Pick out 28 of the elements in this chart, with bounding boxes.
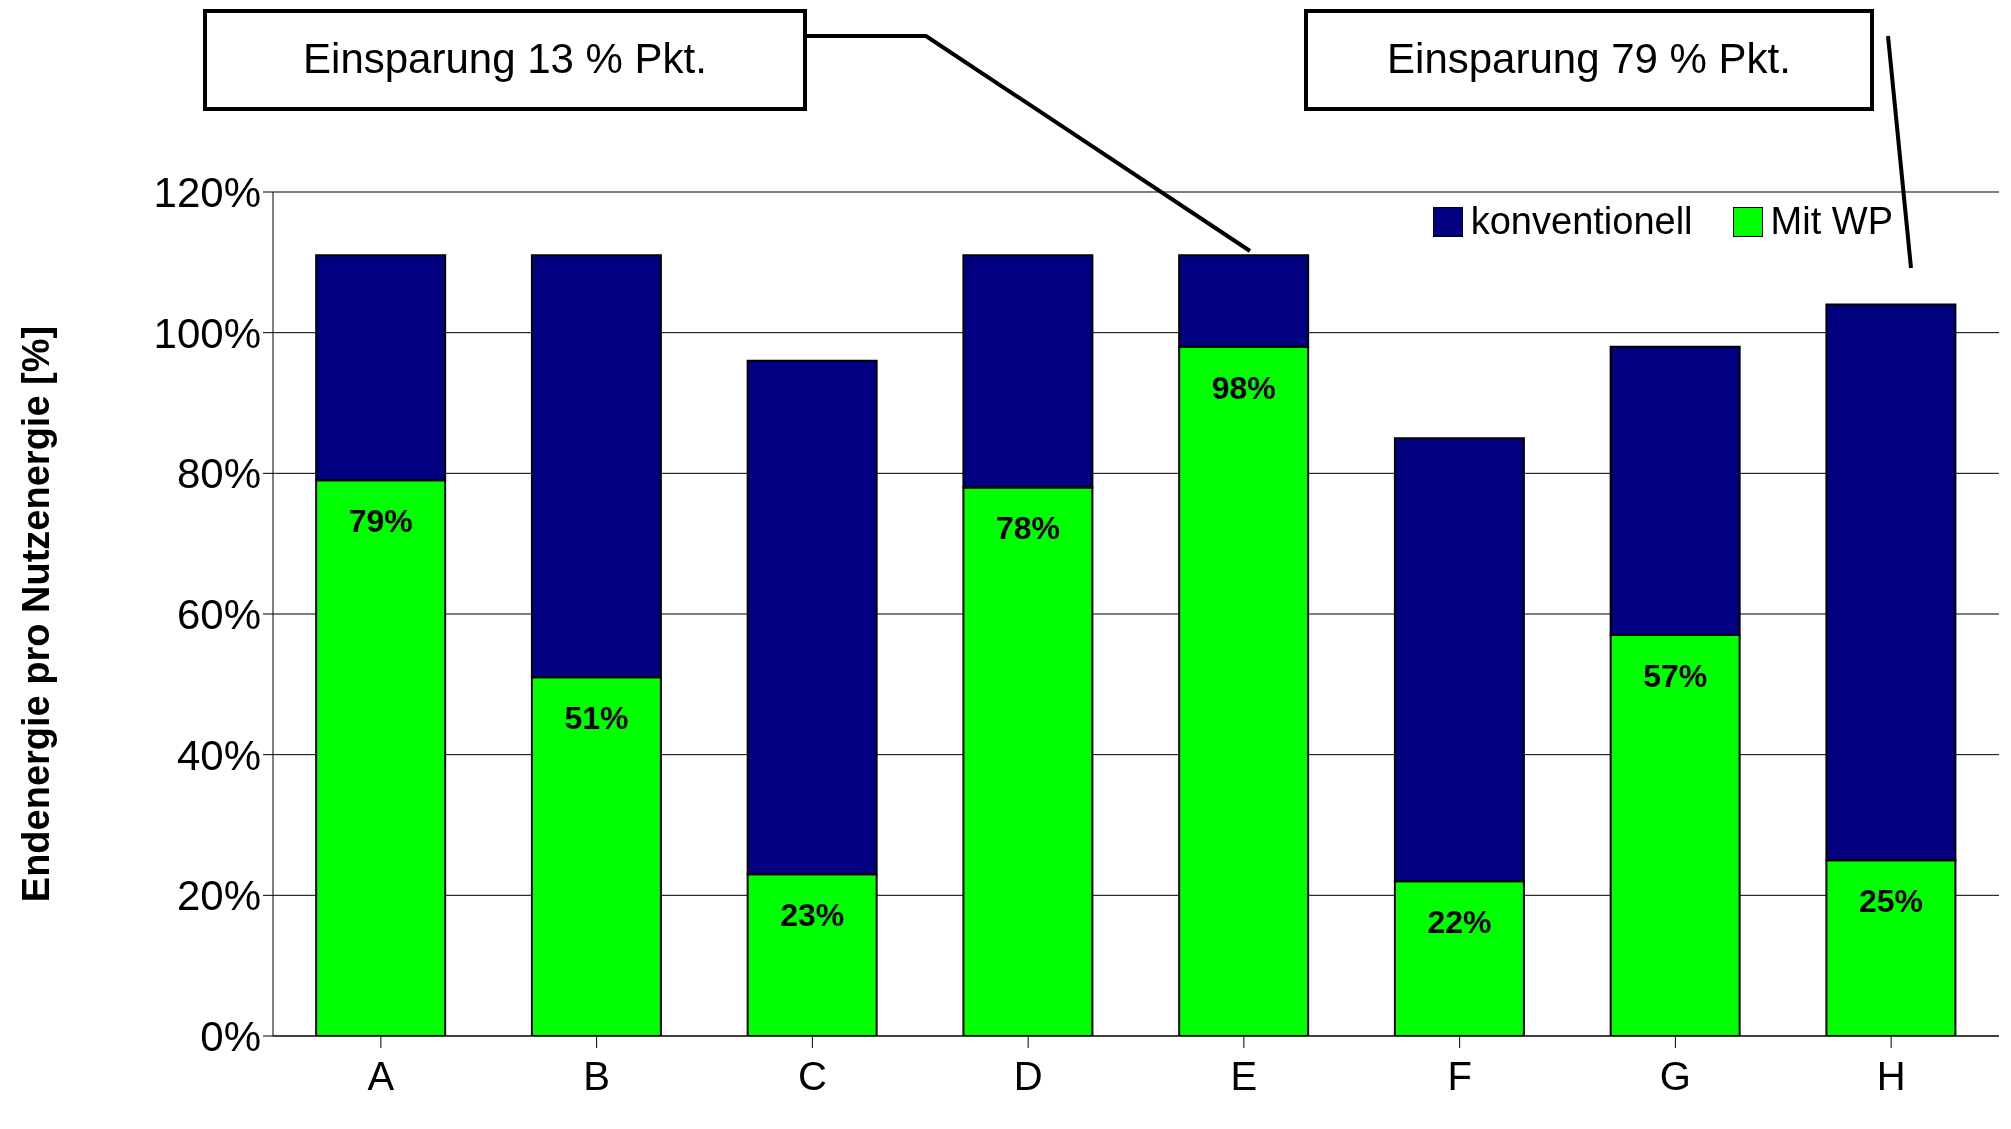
x-tick-label: E: [1230, 1054, 1258, 1099]
y-tick-label: 100%: [153, 309, 261, 357]
x-tick-label: G: [1659, 1054, 1691, 1099]
x-tick-label: B: [583, 1054, 610, 1099]
y-tick-label: 80%: [176, 450, 261, 498]
y-tick-label: 60%: [176, 590, 261, 638]
data-label: 78%: [995, 510, 1060, 547]
y-tick-label: 40%: [176, 731, 261, 779]
text: Einsparung 79 % Pkt.: [1387, 35, 1791, 82]
x-tick-label: H: [1876, 1054, 1906, 1099]
data-label: 79%: [348, 503, 413, 540]
legend-label: konventionell: [1470, 200, 1693, 243]
data-label: 22%: [1427, 904, 1492, 941]
x-tick-label: C: [797, 1054, 827, 1099]
data-label: 25%: [1858, 883, 1923, 920]
legend-label: Mit WP: [1770, 200, 1893, 243]
data-label: 98%: [1211, 369, 1276, 406]
y-tick-label: 120%: [153, 168, 261, 216]
x-tick-label: D: [1013, 1054, 1043, 1099]
x-tick-label: A: [367, 1054, 395, 1099]
data-label: 23%: [780, 897, 845, 934]
y-tick-label: 20%: [176, 872, 261, 920]
data-label: 51%: [564, 700, 629, 737]
text: Einsparung 13 % Pkt.: [303, 35, 707, 82]
data-label: 57%: [1643, 658, 1708, 695]
x-tick-label: F: [1447, 1054, 1472, 1099]
y-tick-label: 0%: [200, 1012, 261, 1060]
y-axis-title: Endenergie pro Nutzenergie [%]: [15, 325, 58, 903]
